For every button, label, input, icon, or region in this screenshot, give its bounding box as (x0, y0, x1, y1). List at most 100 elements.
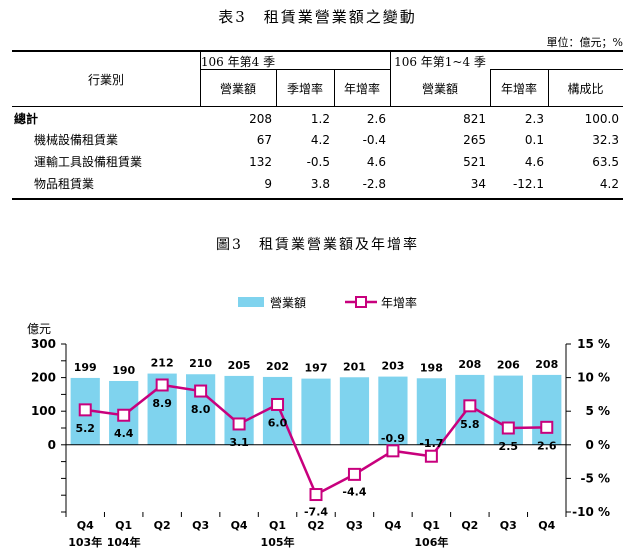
row-yoy: 4.6 (366, 155, 386, 169)
yoy-value-label: 4.4 (114, 427, 134, 440)
yoy-point (347, 467, 361, 481)
yoy-point (155, 378, 169, 392)
row-yoy: -0.4 (362, 133, 386, 147)
row-share: 63.5 (592, 155, 619, 169)
header-yoy: 年增率 (343, 82, 380, 96)
row-share: 100.0 (584, 112, 619, 126)
header-ytd-yoy: 年增率 (500, 82, 537, 96)
yoy-value-label: 2.6 (537, 439, 557, 452)
legend-marker-yoy (355, 296, 367, 308)
legend-label-yoy: 年增率 (381, 295, 417, 310)
plot-area: 300 200 100 0 15 % 10 % 5 % 0 % -5 % -10 % 199 190 2… (31, 337, 610, 549)
y-right-tick-label: 10 % (577, 371, 610, 385)
row-yoy: 2.6 (366, 112, 386, 126)
y-right-tick-label: 15 % (577, 337, 610, 351)
legend-label-revenue: 營業額 (270, 296, 306, 310)
row-qoq: 3.8 (310, 177, 330, 191)
year-label: 103年 (68, 535, 102, 549)
x-tick-label: Q3 (192, 519, 209, 532)
yoy-value-label: 6.0 (268, 416, 288, 429)
bar-value-label: 198 (420, 361, 443, 374)
header-share: 構成比 (567, 82, 604, 96)
yoy-value-label: 2.5 (499, 440, 519, 453)
header-industry: 行業別 (87, 73, 124, 87)
x-tick-label: Q4 (231, 519, 248, 532)
y-right-tick-label: -5 % (580, 471, 610, 485)
year-label: 104年 (107, 535, 141, 549)
row-ytd-yoy: 4.6 (524, 155, 544, 169)
row-name: 運輸工具設備租賃業 (34, 155, 143, 169)
x-tick-label: Q4 (538, 519, 555, 532)
row-name: 總計 (14, 112, 39, 126)
yoy-point (309, 488, 323, 502)
y-left-tick-label: 300 (31, 337, 56, 351)
bar-value-label: 210 (189, 357, 212, 370)
bar-value-label: 205 (228, 359, 251, 372)
x-tick-label: Q1 (423, 519, 440, 532)
row-qoq: 4.2 (310, 133, 330, 147)
yoy-point (386, 444, 400, 458)
yoy-value-label: -7.4 (304, 506, 328, 519)
row-ytd: 265 (463, 133, 486, 147)
row-qoq: -0.5 (306, 155, 330, 169)
bar (416, 378, 446, 445)
yoy-point (463, 399, 477, 413)
row-yoy: -2.8 (362, 177, 386, 191)
bar (224, 375, 254, 445)
bar-value-label: 212 (151, 357, 174, 370)
y-left-unit: 億元 (27, 322, 51, 336)
row-q4: 208 (249, 112, 272, 126)
bar-value-label: 202 (266, 360, 289, 373)
row-q4: 9 (264, 177, 272, 191)
y-right-tick-label: 5 % (585, 404, 610, 418)
yoy-value-label: 8.9 (152, 397, 172, 410)
bar (378, 376, 408, 445)
year-label: 105年 (261, 535, 295, 549)
table-unit: 單位：億元；% (546, 36, 623, 49)
chart-title: 圖3 租賃業營業額及年增率 (216, 237, 419, 253)
header-qoq: 季增率 (286, 82, 323, 96)
bar (339, 377, 370, 445)
x-tick-label: Q1 (269, 519, 286, 532)
yoy-value-label: -0.9 (381, 432, 405, 445)
yoy-point (78, 403, 92, 417)
y-right-tick-label: 0 % (585, 438, 610, 452)
yoy-point (232, 417, 246, 431)
yoy-point (540, 420, 554, 434)
row-q4: 67 (256, 133, 272, 147)
yoy-point (117, 408, 131, 422)
header-ytd-line2: 營業額 (421, 82, 458, 96)
row-name: 物品租賃業 (34, 177, 95, 191)
legend-swatch-revenue (238, 297, 264, 307)
yoy-point (424, 449, 438, 463)
bar-value-label: 208 (535, 358, 558, 371)
yoy-value-label: -1.7 (419, 437, 443, 450)
y-left-tick-label: 200 (31, 371, 56, 385)
yoy-value-label: 5.2 (75, 422, 95, 435)
row-ytd: 521 (463, 155, 486, 169)
yoy-value-label: 5.8 (460, 418, 480, 431)
bar (532, 374, 562, 445)
bar-value-label: 197 (305, 362, 328, 375)
row-ytd: 34 (470, 177, 486, 191)
bar-value-label: 206 (497, 359, 520, 372)
bar-value-label: 190 (112, 364, 135, 377)
table-title: 表3 租賃業營業額之變動 (218, 8, 417, 26)
x-tick-label: Q4 (384, 519, 401, 532)
yoy-point (501, 421, 515, 435)
yoy-value-label: 8.0 (191, 403, 211, 416)
row-qoq: 1.2 (310, 112, 330, 126)
row-name: 機械設備租賃業 (34, 133, 119, 147)
x-tick-label: Q2 (154, 519, 171, 532)
chart-legend: 營業額 年增率 (238, 295, 417, 310)
y-left-tick-label: 0 (48, 438, 56, 452)
row-share: 4.2 (599, 177, 619, 191)
yoy-value-label: -4.4 (342, 485, 366, 498)
x-tick-label: Q3 (346, 519, 363, 532)
header-ytd-line1: 106 年第1~4 季 (394, 55, 486, 69)
yoy-value-label: 3.1 (229, 436, 249, 449)
y-right-tick-label: -10 % (572, 505, 610, 519)
x-tick-label: Q4 (77, 519, 94, 532)
row-share: 32.3 (592, 133, 619, 147)
